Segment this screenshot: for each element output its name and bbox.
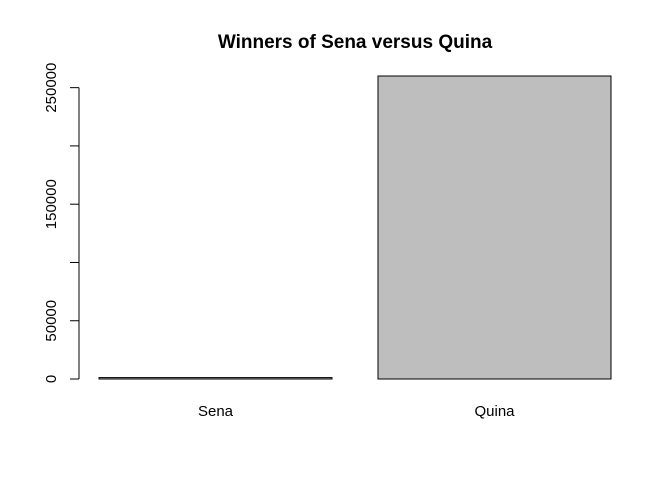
y-axis: 0 50000 150000 250000 bbox=[43, 63, 80, 383]
y-tick-label: 0 bbox=[43, 375, 60, 383]
bar-sena bbox=[98, 377, 333, 380]
y-tick-label: 50000 bbox=[43, 300, 60, 342]
y-tick-label: 150000 bbox=[43, 179, 60, 229]
x-tick-label: Sena bbox=[198, 403, 234, 420]
x-axis-labels: Sena Quina bbox=[198, 403, 515, 420]
x-tick-label: Quina bbox=[474, 403, 515, 420]
bar-quina bbox=[377, 75, 612, 380]
y-tick-label: 250000 bbox=[43, 63, 60, 113]
chart-title: Winners of Sena versus Quina bbox=[218, 32, 493, 53]
bars bbox=[98, 75, 612, 380]
